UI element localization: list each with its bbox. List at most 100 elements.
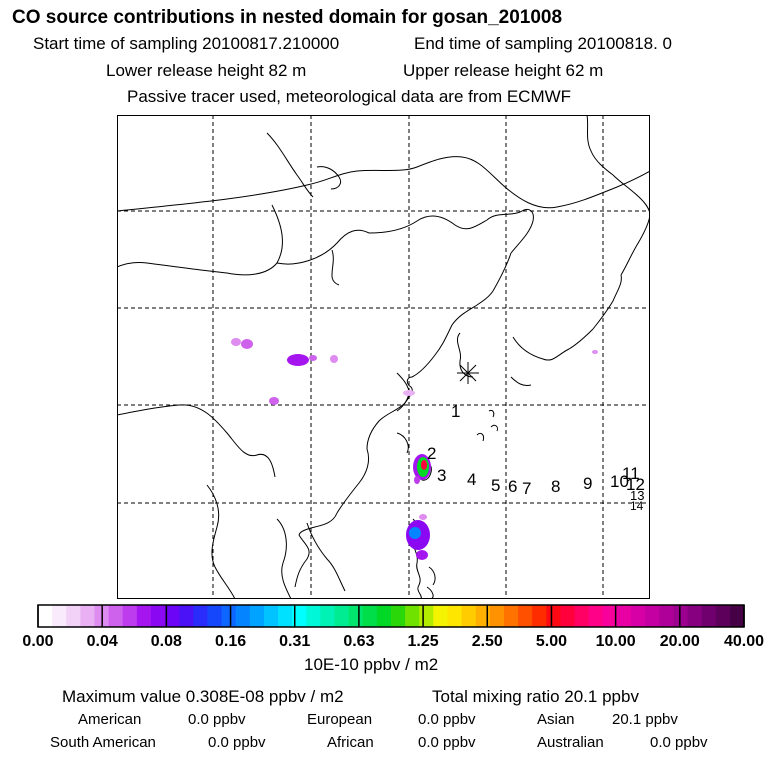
colorbar-tick-label: 0.00 bbox=[22, 633, 53, 650]
colorbar-cell bbox=[193, 605, 209, 627]
colorbar-cell bbox=[602, 605, 618, 627]
region-american-label: American bbox=[78, 711, 142, 728]
traj-label-12: 12 bbox=[626, 475, 645, 494]
colorbar-cell bbox=[80, 605, 96, 627]
lower-release-label: Lower release height 82 m bbox=[106, 61, 307, 80]
colorbar-cell bbox=[518, 605, 533, 627]
colorbar-cell bbox=[38, 605, 53, 627]
colorbar-cell bbox=[659, 605, 674, 627]
colorbar: 0.00 0.04 0.08 0.16 0.31 0.63 1.25 2.50 5.00 10.0… bbox=[22, 604, 764, 650]
traj-label-7: 7 bbox=[522, 479, 531, 498]
tracer-note: Passive tracer used, meteorological data… bbox=[127, 87, 572, 106]
colorbar-cell bbox=[631, 605, 646, 627]
colorbar-cell bbox=[560, 605, 576, 627]
traj-label-2: 2 bbox=[427, 444, 436, 463]
colorbar-tick-label: 2.50 bbox=[472, 633, 503, 650]
region-african-label: African bbox=[327, 734, 374, 751]
traj-label-8: 8 bbox=[551, 477, 560, 496]
max-value-label: Maximum value 0.308E-08 ppbv / m2 bbox=[62, 687, 344, 706]
region-european-label: European bbox=[307, 711, 373, 728]
colorbar-tick-label: 5.00 bbox=[536, 633, 567, 650]
colorbar-cell bbox=[489, 605, 505, 627]
receptor-marker bbox=[457, 362, 479, 384]
colorbar-tick-label: 0.63 bbox=[343, 633, 374, 650]
colorbar-cell bbox=[334, 605, 350, 627]
colorbar-cells bbox=[38, 605, 745, 627]
traj-label-4: 4 bbox=[467, 470, 476, 489]
chart-title: CO source contributions in nested domain… bbox=[12, 7, 563, 28]
region-south-american-value: 0.0 ppbv bbox=[208, 734, 266, 751]
start-time-label: Start time of sampling 20100817.210000 bbox=[33, 34, 340, 53]
region-african-value: 0.0 ppbv bbox=[418, 734, 476, 751]
colorbar-cell bbox=[532, 605, 547, 627]
region-european-value: 0.0 ppbv bbox=[418, 711, 476, 728]
colorbar-cell bbox=[150, 605, 166, 627]
map-frame bbox=[117, 115, 650, 599]
traj-label-11: 11 bbox=[622, 464, 640, 483]
colorbar-cell bbox=[263, 605, 279, 627]
colorbar-cell bbox=[391, 605, 406, 627]
colorbar-cell bbox=[320, 605, 336, 627]
colorbar-cell bbox=[108, 605, 124, 627]
region-australian-label: Australian bbox=[537, 734, 604, 751]
colorbar-cell bbox=[165, 605, 180, 627]
end-time-label: End time of sampling 20100818. 0 bbox=[414, 34, 673, 53]
colorbar-cell bbox=[701, 605, 717, 627]
traj-label-6: 6 bbox=[508, 477, 517, 496]
colorbar-tick-label: 1.25 bbox=[408, 633, 439, 650]
coastlines bbox=[117, 115, 650, 599]
colorbar-cell bbox=[122, 605, 138, 627]
map-plot: 1 2 3 4 5 6 7 8 9 10 11 12 13 14 bbox=[117, 115, 650, 599]
colorbar-cell bbox=[687, 605, 703, 627]
colorbar-cell bbox=[306, 605, 321, 627]
traj-label-5: 5 bbox=[491, 476, 500, 495]
colorbar-cell bbox=[207, 605, 223, 627]
colorbar-cell bbox=[645, 605, 660, 627]
colorbar-cell bbox=[616, 605, 632, 627]
traj-label-9: 9 bbox=[583, 474, 592, 493]
colorbar-tick-label: 0.08 bbox=[151, 633, 182, 650]
traj-label-10: 10 bbox=[610, 472, 629, 491]
colorbar-cell bbox=[179, 605, 194, 627]
upper-release-label: Upper release height 62 m bbox=[403, 61, 604, 80]
colorbar-cell bbox=[221, 605, 237, 627]
colorbar-tick-label: 0.04 bbox=[87, 633, 118, 650]
colorbar-tick-label: 0.31 bbox=[279, 633, 310, 650]
traj-label-13: 13 bbox=[630, 488, 644, 503]
total-mixing-label: Total mixing ratio 20.1 ppbv bbox=[432, 687, 639, 706]
colorbar-unit: 10E-10 ppbv / m2 bbox=[304, 655, 439, 674]
trajectory-labels: 1 2 3 4 5 6 7 8 9 10 11 12 13 14 bbox=[427, 402, 645, 513]
colorbar-cell bbox=[136, 605, 152, 627]
colorbar-cell bbox=[235, 605, 251, 627]
concentration-patches bbox=[231, 338, 598, 560]
colorbar-tick-labels: 0.00 0.04 0.08 0.16 0.31 0.63 1.25 2.50 5.00 10.0… bbox=[22, 633, 764, 650]
graticule bbox=[117, 115, 650, 599]
colorbar-cell bbox=[588, 605, 604, 627]
colorbar-cell bbox=[52, 605, 67, 627]
colorbar-cell bbox=[362, 605, 378, 627]
traj-label-14: 14 bbox=[630, 499, 644, 513]
colorbar-tick-label: 10.00 bbox=[596, 633, 636, 650]
colorbar-cell bbox=[348, 605, 364, 627]
colorbar-cell bbox=[729, 605, 745, 627]
colorbar-cell bbox=[278, 605, 293, 627]
colorbar-cell bbox=[66, 605, 81, 627]
colorbar-cell bbox=[292, 605, 307, 627]
colorbar-tick-label: 20.00 bbox=[660, 633, 700, 650]
colorbar-cell bbox=[673, 605, 689, 627]
colorbar-cell bbox=[249, 605, 265, 627]
traj-label-3: 3 bbox=[437, 466, 446, 485]
colorbar-cell bbox=[715, 605, 731, 627]
colorbar-tick-label: 40.00 bbox=[724, 633, 764, 650]
colorbar-cell bbox=[461, 605, 477, 627]
traj-label-1: 1 bbox=[451, 402, 460, 421]
colorbar-cell bbox=[419, 605, 434, 627]
region-american-value: 0.0 ppbv bbox=[188, 711, 246, 728]
colorbar-tick-label: 0.16 bbox=[215, 633, 246, 650]
colorbar-cell bbox=[475, 605, 491, 627]
region-australian-value: 0.0 ppbv bbox=[650, 734, 708, 751]
colorbar-cell bbox=[503, 605, 519, 627]
colorbar-frame bbox=[37, 604, 745, 628]
region-asian-value: 20.1 ppbv bbox=[612, 711, 678, 728]
colorbar-cell bbox=[447, 605, 463, 627]
